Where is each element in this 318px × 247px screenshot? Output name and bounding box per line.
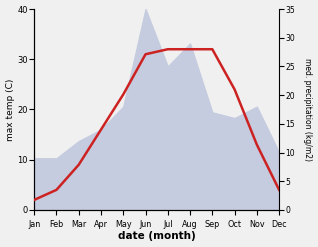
X-axis label: date (month): date (month) [118,231,196,242]
Y-axis label: med. precipitation (kg/m2): med. precipitation (kg/m2) [303,58,313,161]
Y-axis label: max temp (C): max temp (C) [5,78,15,141]
